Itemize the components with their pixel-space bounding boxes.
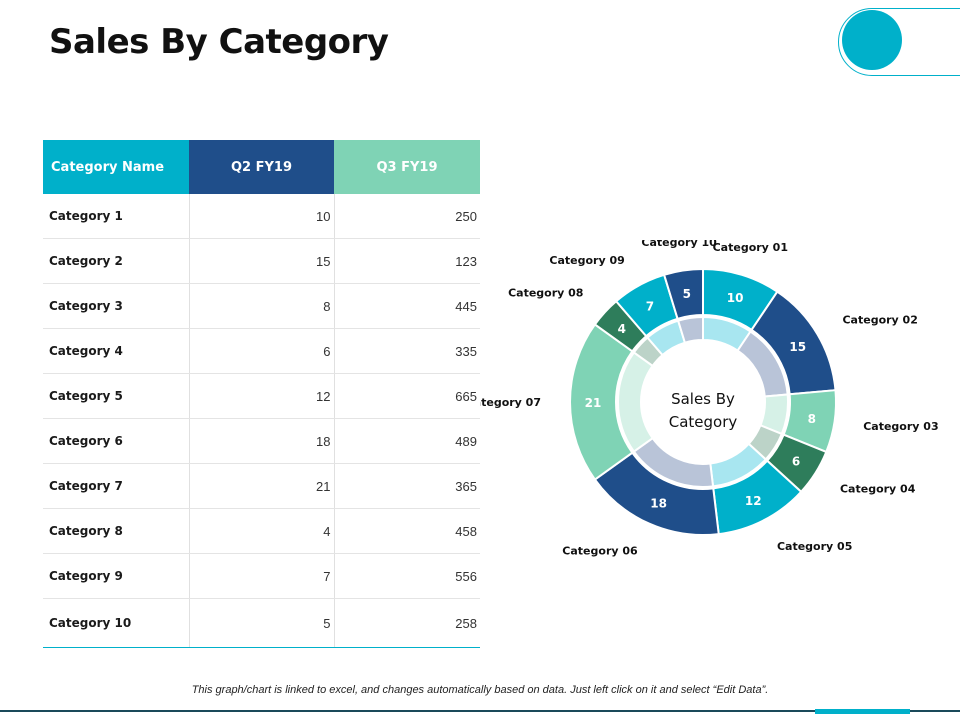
cell-category-name: Category 10 <box>43 598 190 648</box>
cell-q2-value: 4 <box>189 508 335 554</box>
cell-category-name: Category 3 <box>43 283 190 329</box>
data-label: 4 <box>618 322 626 336</box>
corner-decoration-dot <box>842 10 902 70</box>
table-row: Category 3 8 445 <box>43 283 480 329</box>
bottom-divider <box>0 710 960 712</box>
sales-table: Category Name Q2 FY19 Q3 FY19 Category 1… <box>43 140 480 648</box>
cell-category-name: Category 2 <box>43 238 190 284</box>
table-row: Category 9 7 556 <box>43 553 480 599</box>
cell-q2-value: 8 <box>189 283 335 329</box>
inner-ring-q3 <box>617 315 789 488</box>
category-label: Category 03 <box>863 420 938 433</box>
cell-q3-value: 665 <box>334 373 480 419</box>
header-q3-fy19: Q3 FY19 <box>334 140 480 194</box>
cell-q3-value: 250 <box>334 194 480 239</box>
footnote: This graph/chart is linked to excel, and… <box>191 684 769 696</box>
category-label: Category 05 <box>777 540 852 553</box>
cell-q3-value: 445 <box>334 283 480 329</box>
data-label: 12 <box>745 494 762 508</box>
cell-category-name: Category 4 <box>43 328 190 374</box>
category-label: Category 07 <box>480 396 541 409</box>
cell-q2-value: 18 <box>189 418 335 464</box>
data-labels: 10 15 8 6 12 18 21 4 7 5 <box>585 287 816 510</box>
cell-category-name: Category 7 <box>43 463 190 509</box>
cell-q3-value: 258 <box>334 598 480 648</box>
table-row: Category 1 10 250 <box>43 194 480 239</box>
data-label: 18 <box>650 497 667 511</box>
data-label: 21 <box>585 396 602 410</box>
data-label: 15 <box>789 340 806 354</box>
table-row: Category 4 6 335 <box>43 328 480 374</box>
outer-slice-10 <box>662 267 704 321</box>
category-label: Category 01 <box>713 241 788 254</box>
data-label: 10 <box>727 291 744 305</box>
cell-category-name: Category 1 <box>43 194 190 239</box>
cell-q2-value: 7 <box>189 553 335 599</box>
category-label: Category 06 <box>562 544 638 557</box>
table-header-row: Category Name Q2 FY19 Q3 FY19 <box>43 140 480 194</box>
cell-q2-value: 21 <box>189 463 335 509</box>
data-label: 6 <box>792 455 800 469</box>
cell-q3-value: 458 <box>334 508 480 554</box>
chart-center-label-line1: Sales By <box>671 390 735 408</box>
cell-q2-value: 6 <box>189 328 335 374</box>
header-q2-fy19: Q2 FY19 <box>189 140 334 194</box>
table-row: Category 2 15 123 <box>43 238 480 284</box>
table-row: Category 6 18 489 <box>43 418 480 464</box>
chart-center-label-line2: Category <box>669 413 738 431</box>
corner-decoration-ring <box>838 8 960 76</box>
category-label: Category 02 <box>842 314 917 327</box>
category-label: Category 09 <box>549 254 624 267</box>
cell-q3-value: 335 <box>334 328 480 374</box>
cell-q3-value: 556 <box>334 553 480 599</box>
cell-q3-value: 365 <box>334 463 480 509</box>
data-label: 7 <box>646 300 654 314</box>
cell-q2-value: 12 <box>189 373 335 419</box>
cell-q3-value: 123 <box>334 238 480 284</box>
cell-category-name: Category 9 <box>43 553 190 599</box>
cell-q3-value: 489 <box>334 418 480 464</box>
cell-q2-value: 5 <box>189 598 335 648</box>
table-row: Category 10 5 258 <box>43 598 480 648</box>
category-label: Category 04 <box>840 482 916 495</box>
table-row: Category 8 4 458 <box>43 508 480 554</box>
data-label: 5 <box>683 287 691 301</box>
cell-category-name: Category 6 <box>43 418 190 464</box>
bottom-accent-bar <box>815 709 910 714</box>
cell-q2-value: 15 <box>189 238 335 284</box>
data-label: 8 <box>808 412 816 426</box>
page-title: Sales By Category <box>49 22 389 62</box>
table-row: Category 5 12 665 <box>43 373 480 419</box>
table-row: Category 7 21 365 <box>43 463 480 509</box>
outer-ring-q2 <box>569 267 837 536</box>
category-labels: Category 01 Category 02 Category 03 Categor… <box>480 240 939 557</box>
cell-category-name: Category 5 <box>43 373 190 419</box>
category-label: Category 10 <box>641 240 717 249</box>
category-label: Category 08 <box>508 287 583 300</box>
inner-slice-10 <box>676 315 704 344</box>
header-category-name: Category Name <box>43 140 189 194</box>
cell-q2-value: 10 <box>189 194 335 239</box>
cell-category-name: Category 8 <box>43 508 190 554</box>
